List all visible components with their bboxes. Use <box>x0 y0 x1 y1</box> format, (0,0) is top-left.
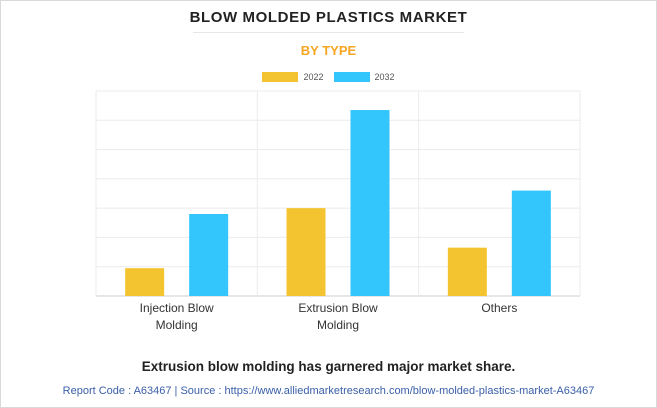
legend-item-2022[interactable]: 2022 <box>262 72 324 82</box>
bar-2022-others[interactable] <box>447 247 487 296</box>
bar-2032-extrusion-blow-molding[interactable] <box>350 110 390 297</box>
x-tick-label-line: Others <box>481 301 517 315</box>
x-axis-labels: Injection Blow Molding Extrusion Blow Moldi… <box>140 301 518 332</box>
x-tick-label: Injection Blow Molding <box>140 301 214 332</box>
x-tick-label-line: Injection Blow <box>140 301 214 315</box>
source-footer: Report Code : A63467 | Source : https://… <box>62 385 595 397</box>
x-tick-label-line: Molding <box>317 318 359 332</box>
bar-2032-injection-blow-molding[interactable] <box>189 214 229 296</box>
legend-swatch-2032 <box>333 72 370 82</box>
legend-swatch-2022 <box>262 72 299 82</box>
bar-2032-others[interactable] <box>511 190 551 296</box>
legend-label-2032: 2032 <box>374 72 395 82</box>
grid-lines <box>95 90 581 297</box>
chart-caption: Extrusion blow molding has garnered majo… <box>141 359 516 374</box>
x-tick-label-line: Molding <box>156 318 198 332</box>
title-divider <box>193 32 464 33</box>
legend-item-2032[interactable]: 2032 <box>333 72 395 82</box>
chart-title: BLOW MOLDED PLASTICS MARKET <box>189 9 468 26</box>
legend: 2022 2032 <box>0 72 657 82</box>
bar-2022-extrusion-blow-molding[interactable] <box>286 208 326 296</box>
bars <box>125 110 551 297</box>
x-tick-label: Extrusion Blow Molding <box>298 301 378 332</box>
legend-label-2022: 2022 <box>303 72 324 82</box>
chart-subtitle: BY TYPE <box>300 43 357 58</box>
x-tick-label-line: Extrusion Blow <box>298 301 378 315</box>
x-tick-label: Others <box>481 301 517 315</box>
bar-2022-injection-blow-molding[interactable] <box>125 268 165 296</box>
